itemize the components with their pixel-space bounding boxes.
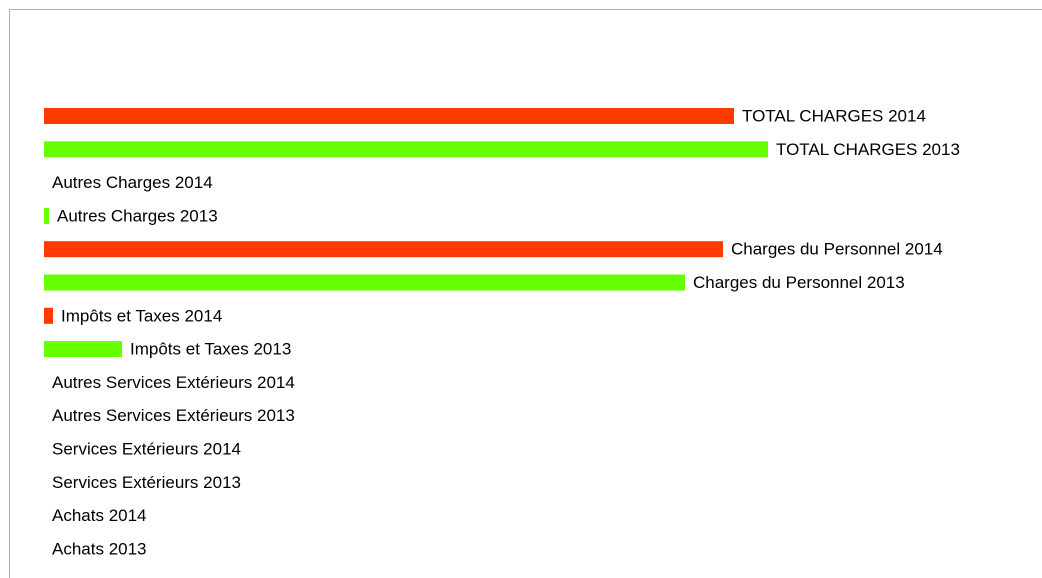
bar-label: Achats 2013 [52,539,147,558]
frame [9,9,1042,578]
bar [44,207,49,224]
bar-label: Autres Services Extérieurs 2014 [52,373,295,392]
bar [44,307,53,324]
bar [44,274,685,291]
bar-label: Services Extérieurs 2014 [52,439,241,458]
bar-label: Impôts et Taxes 2014 [61,306,222,325]
bar-label: Achats 2014 [52,506,147,525]
bar-label: TOTAL CHARGES 2013 [776,140,960,159]
bar-label: Autres Charges 2014 [52,173,213,192]
bar [44,341,122,358]
bar [44,241,723,258]
bar [44,108,734,124]
bar-label: Autres Services Extérieurs 2013 [52,406,295,425]
bar-label: Services Extérieurs 2013 [52,473,241,492]
bar-label: Charges du Personnel 2014 [731,240,943,259]
bar-label: Charges du Personnel 2013 [693,273,905,292]
bar [44,141,768,158]
bar-label: Autres Charges 2013 [57,206,218,225]
bar-label: Impôts et Taxes 2013 [130,340,291,359]
bar-label: TOTAL CHARGES 2014 [742,106,926,125]
